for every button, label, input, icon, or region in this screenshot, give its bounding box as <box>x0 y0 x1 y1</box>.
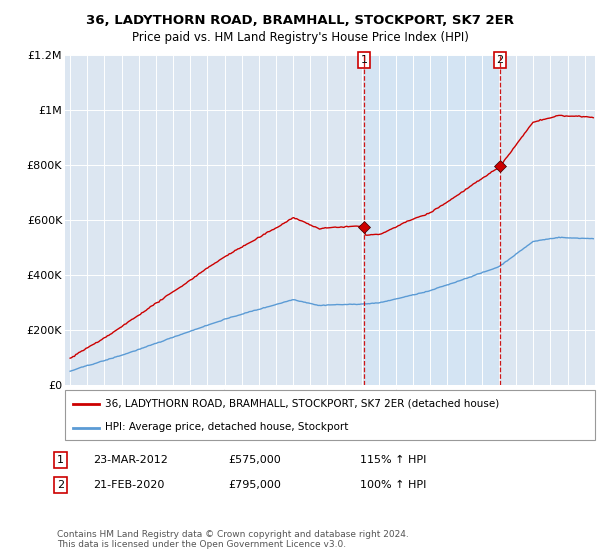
Text: 1: 1 <box>361 55 367 65</box>
Text: 23-MAR-2012: 23-MAR-2012 <box>93 455 168 465</box>
Text: Price paid vs. HM Land Registry's House Price Index (HPI): Price paid vs. HM Land Registry's House … <box>131 31 469 44</box>
Text: 2: 2 <box>57 480 64 490</box>
Text: 2: 2 <box>497 55 503 65</box>
Text: 100% ↑ HPI: 100% ↑ HPI <box>360 480 427 490</box>
FancyBboxPatch shape <box>65 390 595 440</box>
Text: 36, LADYTHORN ROAD, BRAMHALL, STOCKPORT, SK7 2ER: 36, LADYTHORN ROAD, BRAMHALL, STOCKPORT,… <box>86 14 514 27</box>
Text: 36, LADYTHORN ROAD, BRAMHALL, STOCKPORT, SK7 2ER (detached house): 36, LADYTHORN ROAD, BRAMHALL, STOCKPORT,… <box>105 399 499 409</box>
Text: HPI: Average price, detached house, Stockport: HPI: Average price, detached house, Stoc… <box>105 422 348 432</box>
Text: 1: 1 <box>57 455 64 465</box>
Bar <box>365 55 500 385</box>
Text: 21-FEB-2020: 21-FEB-2020 <box>93 480 164 490</box>
Text: £575,000: £575,000 <box>228 455 281 465</box>
Text: £795,000: £795,000 <box>228 480 281 490</box>
Text: Contains HM Land Registry data © Crown copyright and database right 2024.
This d: Contains HM Land Registry data © Crown c… <box>57 530 409 549</box>
Text: 115% ↑ HPI: 115% ↑ HPI <box>360 455 427 465</box>
